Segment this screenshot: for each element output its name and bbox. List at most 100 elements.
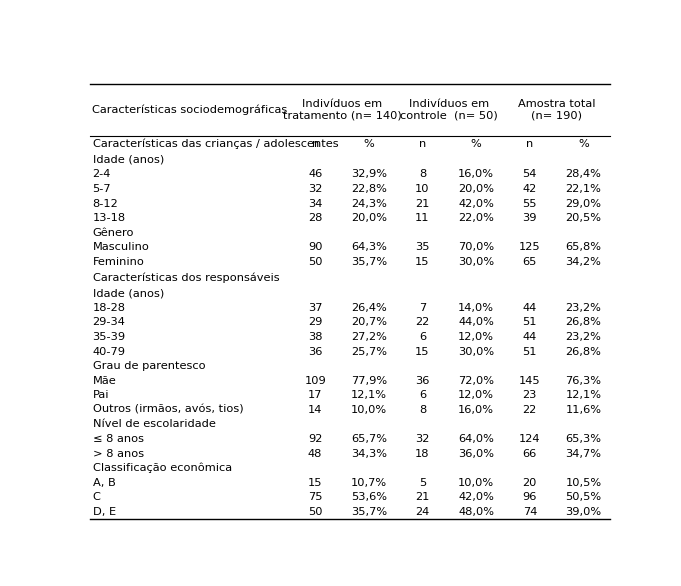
Text: 50: 50 xyxy=(308,257,322,267)
Text: 36,0%: 36,0% xyxy=(458,449,494,459)
Text: 12,0%: 12,0% xyxy=(458,332,494,342)
Text: 23,2%: 23,2% xyxy=(565,303,601,313)
Text: 77,9%: 77,9% xyxy=(351,376,387,386)
Text: A, B: A, B xyxy=(93,478,115,488)
Text: Outros (irmãos, avós, tios): Outros (irmãos, avós, tios) xyxy=(93,405,243,415)
Text: 42,0%: 42,0% xyxy=(458,199,494,209)
Text: Idade (anos): Idade (anos) xyxy=(93,155,163,165)
Text: 46: 46 xyxy=(308,169,322,179)
Text: Características das crianças / adolescentes: Características das crianças / adolescen… xyxy=(93,139,338,149)
Text: 55: 55 xyxy=(522,199,537,209)
Text: 27,2%: 27,2% xyxy=(351,332,387,342)
Text: 26,8%: 26,8% xyxy=(565,346,601,356)
Text: 53,6%: 53,6% xyxy=(351,492,387,502)
Text: 8: 8 xyxy=(419,405,426,415)
Text: Masculino: Masculino xyxy=(93,242,149,253)
Text: 11,6%: 11,6% xyxy=(565,405,601,415)
Text: 29-34: 29-34 xyxy=(93,318,125,328)
Text: 70,0%: 70,0% xyxy=(458,242,494,253)
Text: 20,0%: 20,0% xyxy=(458,184,494,194)
Text: 64,3%: 64,3% xyxy=(351,242,387,253)
Text: 10,0%: 10,0% xyxy=(458,478,494,488)
Text: > 8 anos: > 8 anos xyxy=(93,449,144,459)
Text: 36: 36 xyxy=(415,376,430,386)
Text: 35,7%: 35,7% xyxy=(351,507,387,517)
Text: 51: 51 xyxy=(522,346,537,356)
Text: %: % xyxy=(364,139,374,149)
Text: 10,7%: 10,7% xyxy=(351,478,387,488)
Text: 15: 15 xyxy=(415,346,430,356)
Text: n: n xyxy=(526,139,533,149)
Text: 34,7%: 34,7% xyxy=(565,449,601,459)
Text: 44,0%: 44,0% xyxy=(458,318,494,328)
Text: 39: 39 xyxy=(522,213,537,223)
Text: 18-28: 18-28 xyxy=(93,303,125,313)
Text: 35-39: 35-39 xyxy=(93,332,125,342)
Text: 35,7%: 35,7% xyxy=(351,257,387,267)
Text: %: % xyxy=(471,139,481,149)
Text: 65,3%: 65,3% xyxy=(565,434,601,444)
Text: 35: 35 xyxy=(415,242,430,253)
Text: 18: 18 xyxy=(415,449,430,459)
Text: Amostra total
(n= 190): Amostra total (n= 190) xyxy=(518,99,595,121)
Text: 34,3%: 34,3% xyxy=(351,449,387,459)
Text: 75: 75 xyxy=(308,492,322,502)
Text: 23: 23 xyxy=(522,390,537,400)
Text: 22,0%: 22,0% xyxy=(458,213,494,223)
Text: 15: 15 xyxy=(415,257,430,267)
Text: 34: 34 xyxy=(308,199,322,209)
Text: 12,1%: 12,1% xyxy=(565,390,601,400)
Text: 48: 48 xyxy=(308,449,322,459)
Text: 74: 74 xyxy=(522,507,537,517)
Text: 8: 8 xyxy=(419,169,426,179)
Text: Idade (anos): Idade (anos) xyxy=(93,288,163,298)
Text: D, E: D, E xyxy=(93,507,116,517)
Text: 39,0%: 39,0% xyxy=(565,507,601,517)
Text: 22: 22 xyxy=(415,318,430,328)
Text: 32,9%: 32,9% xyxy=(351,169,387,179)
Text: Indivíduos em
tratamento (n= 140): Indivíduos em tratamento (n= 140) xyxy=(283,99,401,121)
Text: 15: 15 xyxy=(308,478,322,488)
Text: 11: 11 xyxy=(415,213,430,223)
Text: 10,5%: 10,5% xyxy=(565,478,601,488)
Text: Nível de escolaridade: Nível de escolaridade xyxy=(93,420,215,430)
Text: 30,0%: 30,0% xyxy=(458,257,494,267)
Text: 25,7%: 25,7% xyxy=(351,346,387,356)
Text: 65,7%: 65,7% xyxy=(351,434,387,444)
Text: 145: 145 xyxy=(519,376,541,386)
Text: 10,0%: 10,0% xyxy=(351,405,387,415)
Text: 5-7: 5-7 xyxy=(93,184,111,194)
Text: 17: 17 xyxy=(308,390,322,400)
Text: 22: 22 xyxy=(522,405,537,415)
Text: 65,8%: 65,8% xyxy=(565,242,601,253)
Text: Indivíduos em
controle  (n= 50): Indivíduos em controle (n= 50) xyxy=(400,99,498,121)
Text: Características dos responsáveis: Características dos responsáveis xyxy=(93,272,279,283)
Text: 42,0%: 42,0% xyxy=(458,492,494,502)
Text: 2-4: 2-4 xyxy=(93,169,111,179)
Text: 96: 96 xyxy=(522,492,537,502)
Text: Feminino: Feminino xyxy=(93,257,144,267)
Text: 13-18: 13-18 xyxy=(93,213,125,223)
Text: n: n xyxy=(311,139,319,149)
Text: 76,3%: 76,3% xyxy=(565,376,601,386)
Text: 42: 42 xyxy=(522,184,537,194)
Text: 21: 21 xyxy=(415,199,430,209)
Text: 24: 24 xyxy=(415,507,430,517)
Text: 40-79: 40-79 xyxy=(93,346,125,356)
Text: Características sociodemográficas: Características sociodemográficas xyxy=(92,104,287,115)
Text: 12,0%: 12,0% xyxy=(458,390,494,400)
Text: 20,5%: 20,5% xyxy=(565,213,601,223)
Text: 38: 38 xyxy=(308,332,322,342)
Text: Gênero: Gênero xyxy=(93,228,134,238)
Text: 14,0%: 14,0% xyxy=(458,303,494,313)
Text: Mãe: Mãe xyxy=(93,376,116,386)
Text: 44: 44 xyxy=(522,303,537,313)
Text: 66: 66 xyxy=(522,449,537,459)
Text: 14: 14 xyxy=(308,405,322,415)
Text: 22,8%: 22,8% xyxy=(351,184,387,194)
Text: Pai: Pai xyxy=(93,390,109,400)
Text: 32: 32 xyxy=(415,434,430,444)
Text: 29: 29 xyxy=(308,318,322,328)
Text: 16,0%: 16,0% xyxy=(458,405,494,415)
Text: 23,2%: 23,2% xyxy=(565,332,601,342)
